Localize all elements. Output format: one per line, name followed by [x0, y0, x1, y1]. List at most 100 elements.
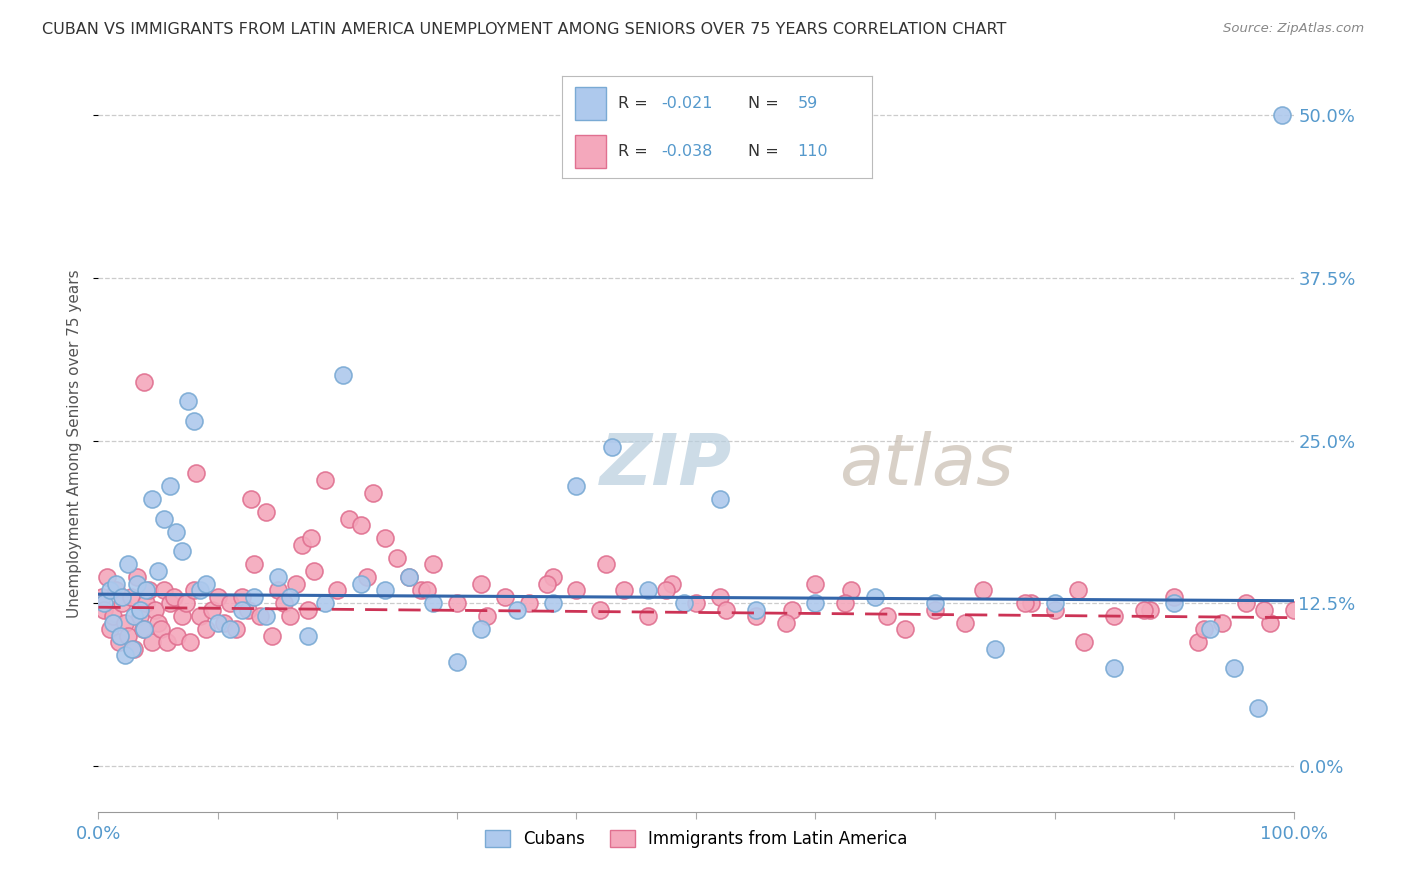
Point — [422, 596, 444, 610]
Point — [225, 623, 247, 637]
Point — [107, 635, 129, 649]
Point — [284, 576, 307, 591]
Point — [655, 583, 678, 598]
Point — [124, 609, 146, 624]
Point — [661, 576, 683, 591]
Point — [804, 576, 827, 591]
Point — [195, 576, 218, 591]
Point — [350, 518, 373, 533]
Point — [114, 615, 136, 630]
Point — [114, 648, 136, 663]
Point — [105, 583, 128, 598]
Point — [339, 511, 361, 525]
Point — [1199, 623, 1222, 637]
Point — [297, 629, 319, 643]
Point — [231, 603, 253, 617]
Point — [1133, 603, 1156, 617]
Point — [775, 615, 797, 630]
Point — [637, 609, 659, 624]
Point — [446, 655, 468, 669]
Point — [120, 590, 142, 604]
Point — [714, 603, 737, 617]
Point — [953, 615, 976, 630]
Point — [374, 531, 396, 545]
Point — [125, 570, 148, 584]
Point — [243, 590, 266, 604]
Point — [613, 583, 636, 598]
Point — [108, 629, 131, 643]
Point — [1043, 603, 1066, 617]
Point — [240, 492, 263, 507]
Point — [315, 473, 337, 487]
Point — [141, 635, 163, 649]
Point — [273, 596, 295, 610]
Point — [494, 590, 516, 604]
Text: Source: ZipAtlas.com: Source: ZipAtlas.com — [1223, 22, 1364, 36]
Text: 110: 110 — [797, 145, 828, 160]
Text: R =: R = — [619, 145, 652, 160]
Point — [183, 414, 205, 428]
Text: -0.038: -0.038 — [661, 145, 713, 160]
Text: 100.0%: 100.0% — [1260, 825, 1327, 843]
Point — [470, 576, 492, 591]
Text: N =: N = — [748, 145, 785, 160]
Point — [188, 609, 211, 624]
Point — [350, 576, 373, 591]
Point — [356, 570, 378, 584]
Point — [129, 609, 152, 624]
Point — [254, 609, 277, 624]
Point — [1163, 590, 1185, 604]
Point — [385, 550, 409, 565]
Point — [101, 609, 124, 624]
Point — [132, 375, 155, 389]
Point — [1247, 700, 1270, 714]
Point — [536, 576, 558, 591]
Point — [148, 564, 170, 578]
Point — [1067, 583, 1090, 598]
Point — [332, 368, 354, 383]
Point — [243, 558, 266, 572]
Point — [709, 590, 731, 604]
Point — [1282, 603, 1305, 617]
Point — [972, 583, 994, 598]
Point — [91, 590, 114, 604]
Point — [1192, 623, 1215, 637]
Point — [894, 623, 917, 637]
Point — [876, 609, 898, 624]
Point — [302, 564, 325, 578]
Text: 59: 59 — [797, 96, 818, 111]
Point — [398, 570, 420, 584]
Point — [1163, 596, 1185, 610]
Point — [231, 590, 253, 604]
Point — [131, 623, 153, 637]
Point — [1139, 603, 1161, 617]
Point — [254, 505, 277, 519]
Point — [1234, 596, 1257, 610]
Point — [1073, 635, 1095, 649]
Point — [1104, 661, 1126, 675]
Point — [745, 609, 768, 624]
Point — [124, 641, 146, 656]
Point — [121, 641, 143, 656]
Point — [291, 538, 314, 552]
Point — [924, 603, 946, 617]
Point — [93, 603, 115, 617]
Point — [1258, 615, 1281, 630]
Point — [470, 623, 492, 637]
Point — [111, 590, 134, 604]
Text: CUBAN VS IMMIGRANTS FROM LATIN AMERICA UNEMPLOYMENT AMONG SENIORS OVER 75 YEARS : CUBAN VS IMMIGRANTS FROM LATIN AMERICA U… — [42, 22, 1007, 37]
Point — [117, 558, 139, 572]
Point — [179, 635, 201, 649]
Point — [135, 596, 157, 610]
Bar — [575, 87, 606, 120]
Point — [207, 615, 229, 630]
Point — [446, 596, 468, 610]
Point — [165, 524, 187, 539]
Point — [98, 623, 122, 637]
Point — [212, 615, 235, 630]
Point — [260, 629, 283, 643]
Point — [267, 570, 290, 584]
Point — [602, 440, 624, 454]
Point — [1019, 596, 1042, 610]
Point — [155, 635, 177, 649]
